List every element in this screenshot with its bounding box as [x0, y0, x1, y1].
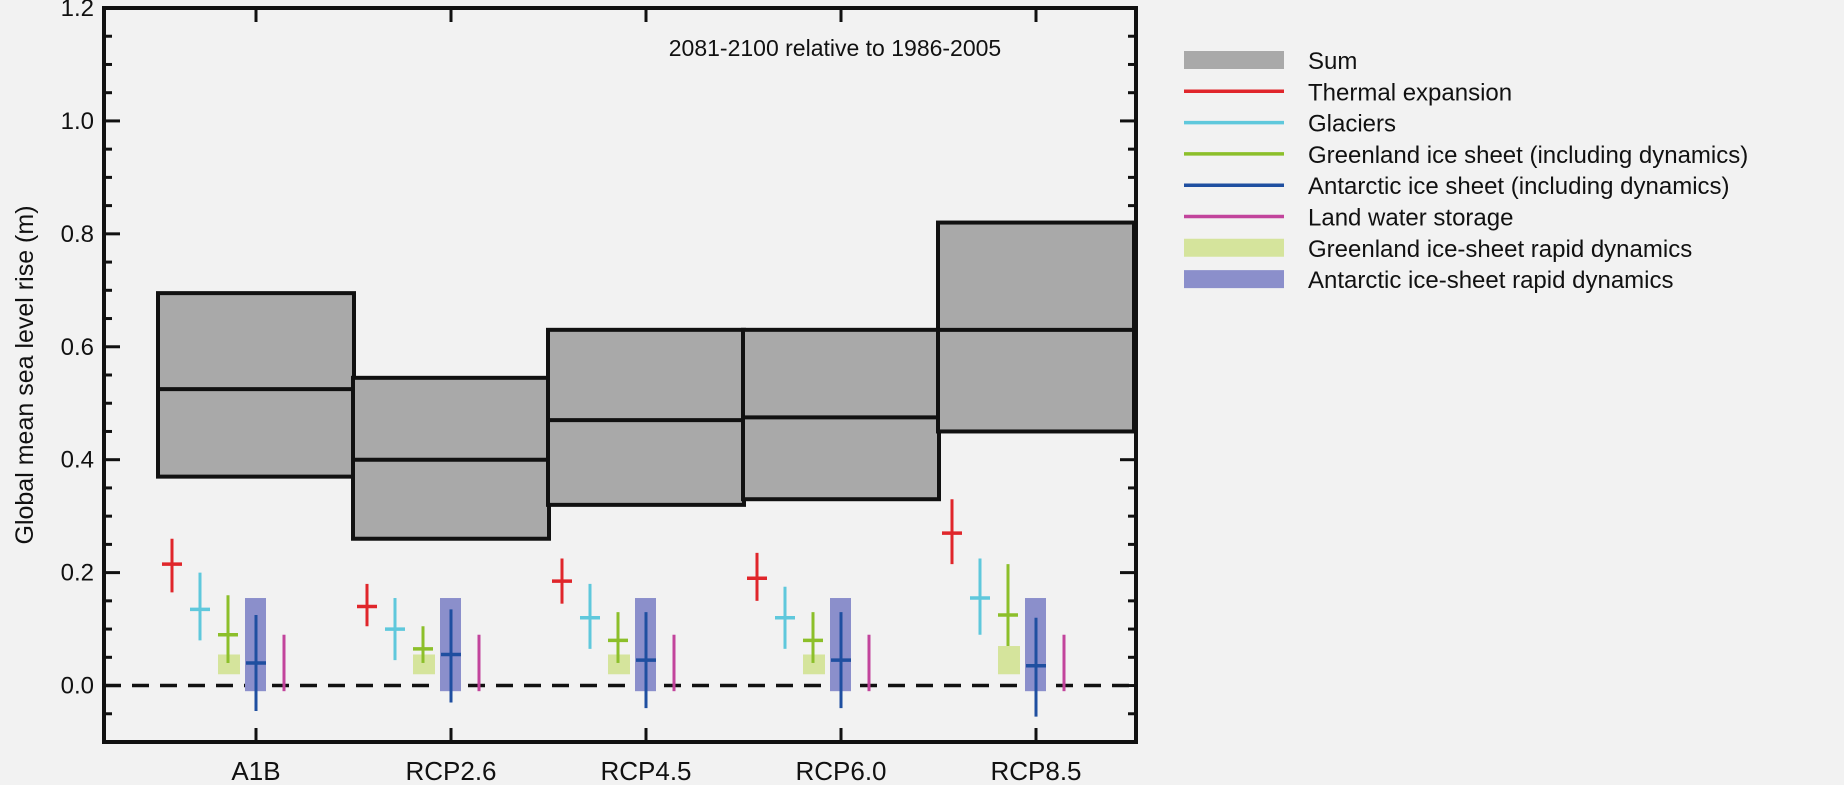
greenland-ice-sheet-marker	[998, 564, 1018, 647]
sum-box	[936, 220, 1136, 434]
greenland-rapid-dynamics-range	[998, 646, 1020, 675]
legend-item-sum: Sum	[1184, 48, 1357, 75]
legend-label-glaciers: Glaciers	[1308, 111, 1396, 138]
greenland-ice-sheet-marker	[413, 626, 433, 663]
legend: Sum Thermal expansion Glaciers Greenland ic…	[1184, 48, 1748, 294]
y-tick-label: 1.0	[61, 108, 94, 135]
legend-item-greenland_rapid: Greenland ice-sheet rapid dynamics	[1184, 236, 1692, 263]
legend-label-antarctic_rapid: Antarctic ice-sheet rapid dynamics	[1308, 267, 1673, 294]
legend-item-antarctic: Antarctic ice sheet (including dynamics)	[1184, 173, 1730, 200]
thermal-expansion-marker	[357, 583, 377, 627]
greenland-rapid-dynamics-range	[218, 654, 240, 675]
legend-label-sum: Sum	[1308, 48, 1357, 75]
x-category-label: RCP6.0	[795, 756, 886, 785]
legend-item-thermal: Thermal expansion	[1184, 79, 1512, 106]
sum-box	[741, 327, 941, 502]
y-tick-label: 1.2	[61, 0, 94, 22]
x-category-label: RCP4.5	[600, 756, 691, 785]
greenland-rapid-dynamics-range	[608, 654, 630, 675]
greenland-rapid-dynamics-range	[803, 654, 825, 675]
antarctic-ice-sheet-marker	[636, 612, 656, 709]
thermal-expansion-marker	[162, 538, 182, 593]
y-axis-label: Global mean sea level rise (m)	[11, 205, 39, 544]
legend-label-greenland_rapid: Greenland ice-sheet rapid dynamics	[1308, 236, 1692, 263]
x-category-label: RCP2.6	[405, 756, 496, 785]
greenland-rapid-dynamics-range	[413, 654, 435, 675]
glaciers-marker	[580, 583, 600, 649]
y-tick-label: 0.0	[61, 673, 94, 700]
glaciers-marker	[190, 572, 210, 641]
y-tick-label: 0.2	[61, 560, 94, 587]
greenland-ice-sheet-marker	[218, 595, 238, 663]
thermal-expansion-marker	[747, 552, 767, 601]
thermal-expansion-marker	[942, 499, 962, 565]
greenland-ice-sheet-marker	[803, 612, 823, 663]
y-tick-label: 0.6	[61, 334, 94, 361]
legend-label-greenland: Greenland ice sheet (including dynamics)	[1308, 142, 1748, 169]
period-annotation: 2081-2100 relative to 1986-2005	[669, 35, 1001, 61]
sum-box	[156, 291, 356, 479]
thermal-expansion-marker	[552, 558, 572, 604]
y-tick-label: 0.8	[61, 221, 94, 248]
sum-box	[546, 327, 746, 507]
antarctic-ice-sheet-marker	[1026, 617, 1046, 717]
legend-label-thermal: Thermal expansion	[1308, 79, 1512, 106]
x-category-label: A1B	[231, 756, 280, 785]
x-category-label: RCP8.5	[990, 756, 1081, 785]
legend-item-antarctic_rapid: Antarctic ice-sheet rapid dynamics	[1184, 267, 1673, 294]
greenland-ice-sheet-marker	[608, 612, 628, 663]
antarctic-ice-sheet-marker	[831, 612, 851, 709]
antarctic-ice-sheet-marker	[246, 614, 266, 711]
legend-label-antarctic: Antarctic ice sheet (including dynamics)	[1308, 173, 1730, 200]
antarctic-ice-sheet-marker	[441, 609, 461, 703]
legend-item-glaciers: Glaciers	[1184, 111, 1396, 138]
glaciers-marker	[385, 598, 405, 661]
legend-item-greenland: Greenland ice sheet (including dynamics)	[1184, 142, 1748, 169]
glaciers-marker	[970, 558, 990, 635]
y-tick-label: 0.4	[61, 447, 94, 474]
plot-area: 0.0 0.2 0.4 0.6 0.8 1.0 1.2 A1B RCP2.6 RCP4.5 RCP6…	[61, 0, 1138, 785]
legend-item-landwater: Land water storage	[1184, 205, 1513, 232]
glaciers-marker	[775, 586, 795, 649]
legend-label-landwater: Land water storage	[1308, 205, 1513, 232]
plot-frame	[102, 6, 1138, 744]
